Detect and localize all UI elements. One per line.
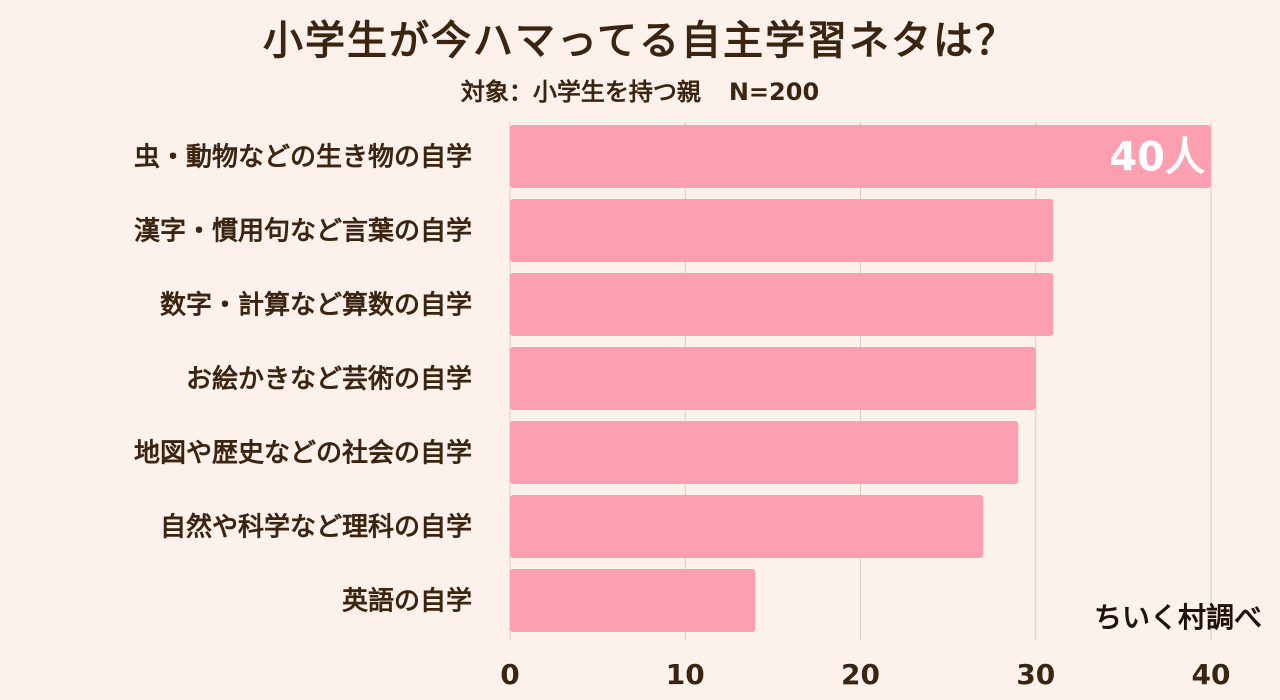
- category-label-2: 数字・計算など算数の自学: [160, 290, 472, 321]
- category-label-0: 虫・動物などの生き物の自学: [134, 142, 472, 173]
- x-tick-label-30: 30: [1016, 658, 1055, 691]
- category-label-5: 自然や科学など理科の自学: [160, 512, 472, 543]
- bar-0: [510, 125, 1211, 188]
- source-credit: ちいく村調べ: [1093, 601, 1262, 634]
- category-label-6: 英語の自学: [342, 586, 472, 617]
- data-label-0: 40人: [1109, 135, 1205, 181]
- category-label-1: 漢字・慣用句など言葉の自学: [134, 216, 472, 247]
- bar-5: [510, 495, 984, 558]
- x-tick-label-10: 10: [666, 658, 705, 691]
- bar-6: [510, 569, 756, 632]
- bar-1: [510, 199, 1054, 262]
- bar-3: [510, 347, 1036, 410]
- chart-title: 小学生が今ハマってる自主学習ネタは？: [263, 18, 1017, 64]
- bar-2: [510, 273, 1054, 336]
- category-label-3: お絵かきなど芸術の自学: [186, 364, 472, 395]
- subtitle-target: 対象：小学生を持つ親: [460, 78, 701, 106]
- sample-size: N=200: [728, 78, 820, 106]
- x-tick-label-0: 0: [500, 658, 519, 691]
- x-tick-label-20: 20: [841, 658, 880, 691]
- bar-4: [510, 421, 1019, 484]
- chart-subtitle: 対象：小学生を持つ親 N=200: [0, 72, 1280, 107]
- category-label-4: 地図や歴史などの社会の自学: [134, 438, 472, 469]
- x-tick-label-40: 40: [1192, 658, 1231, 691]
